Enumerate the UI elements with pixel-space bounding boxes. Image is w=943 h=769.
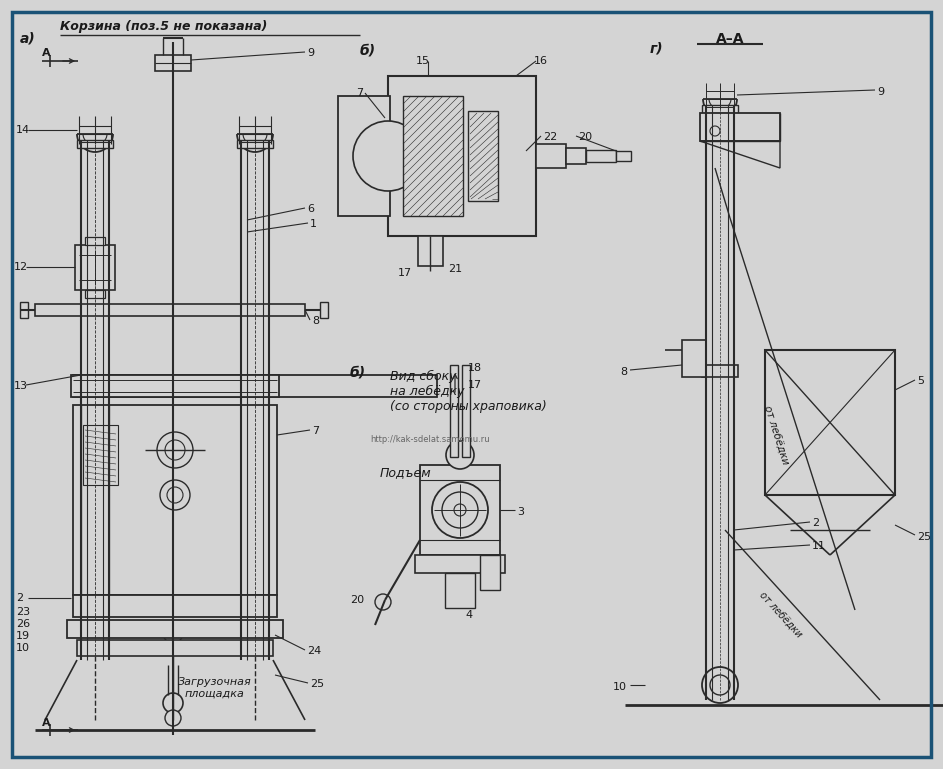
Text: Загрузочная
площадка: Загрузочная площадка bbox=[178, 677, 252, 698]
Text: 26: 26 bbox=[16, 619, 30, 629]
Text: http://kak-sdelat.samomu.ru: http://kak-sdelat.samomu.ru bbox=[370, 435, 489, 444]
Text: 2: 2 bbox=[16, 593, 24, 603]
Text: 24: 24 bbox=[307, 646, 322, 656]
Text: 7: 7 bbox=[312, 426, 319, 436]
Text: 20: 20 bbox=[578, 132, 592, 142]
Bar bbox=[702, 105, 738, 113]
Text: 6: 6 bbox=[307, 204, 314, 214]
Text: 7: 7 bbox=[356, 88, 363, 98]
Bar bbox=[480, 555, 500, 590]
Bar bbox=[73, 405, 277, 595]
Bar bbox=[765, 350, 895, 495]
Bar bbox=[536, 144, 566, 168]
Bar bbox=[20, 302, 28, 318]
Bar bbox=[388, 76, 536, 236]
Bar bbox=[338, 96, 390, 216]
Text: 21: 21 bbox=[448, 264, 462, 274]
Text: 10: 10 bbox=[16, 643, 30, 653]
Text: 17: 17 bbox=[468, 380, 482, 390]
Bar bbox=[462, 365, 470, 457]
Text: 23: 23 bbox=[16, 607, 30, 617]
Circle shape bbox=[163, 693, 183, 713]
Bar bbox=[155, 55, 191, 71]
Text: A: A bbox=[42, 48, 51, 58]
Circle shape bbox=[454, 504, 466, 516]
Text: 14: 14 bbox=[16, 125, 30, 135]
Circle shape bbox=[446, 441, 474, 469]
Text: 9: 9 bbox=[307, 48, 314, 58]
Circle shape bbox=[375, 594, 391, 610]
Bar bbox=[73, 595, 277, 617]
Text: Подъем: Подъем bbox=[380, 466, 432, 479]
Bar bbox=[77, 140, 113, 148]
Circle shape bbox=[157, 432, 193, 468]
Bar bbox=[83, 425, 118, 485]
Text: 19: 19 bbox=[16, 631, 30, 641]
Text: 5: 5 bbox=[917, 376, 924, 386]
Text: а): а) bbox=[20, 32, 36, 46]
Bar bbox=[75, 245, 115, 290]
Bar bbox=[420, 465, 500, 555]
Bar bbox=[403, 96, 463, 216]
Bar bbox=[67, 620, 283, 638]
Text: 17: 17 bbox=[398, 268, 412, 278]
Text: 8: 8 bbox=[620, 367, 627, 377]
Text: 13: 13 bbox=[14, 381, 28, 391]
Text: 11: 11 bbox=[812, 541, 826, 551]
Text: г): г) bbox=[650, 42, 664, 56]
Text: 22: 22 bbox=[543, 132, 557, 142]
Bar bbox=[77, 640, 273, 656]
Circle shape bbox=[702, 667, 738, 703]
Bar bbox=[566, 148, 586, 164]
Text: Вид сбоку
на лебёдку
(со стороны храповика): Вид сбоку на лебёдку (со стороны храпови… bbox=[390, 370, 547, 413]
Text: 20: 20 bbox=[350, 595, 364, 605]
Circle shape bbox=[165, 440, 185, 460]
Bar bbox=[35, 304, 305, 316]
Circle shape bbox=[167, 487, 183, 503]
Circle shape bbox=[163, 623, 183, 643]
Circle shape bbox=[710, 675, 730, 695]
Circle shape bbox=[160, 480, 190, 510]
Circle shape bbox=[165, 710, 181, 726]
Bar bbox=[700, 113, 780, 141]
Text: от лебёдки: от лебёдки bbox=[757, 590, 804, 640]
Text: 16: 16 bbox=[534, 56, 548, 66]
Circle shape bbox=[353, 121, 423, 191]
Text: от лебёдки: от лебёдки bbox=[763, 404, 790, 466]
Text: б): б) bbox=[360, 43, 376, 57]
Bar bbox=[586, 150, 616, 162]
Text: 10: 10 bbox=[613, 682, 627, 692]
Text: 12: 12 bbox=[14, 262, 28, 272]
Text: 25: 25 bbox=[917, 532, 931, 542]
Bar bbox=[71, 375, 279, 397]
Text: 15: 15 bbox=[416, 56, 430, 66]
Text: 3: 3 bbox=[517, 507, 524, 517]
Text: A: A bbox=[42, 718, 51, 728]
Text: 2: 2 bbox=[812, 518, 819, 528]
Text: 8: 8 bbox=[312, 316, 319, 326]
Circle shape bbox=[442, 492, 478, 528]
Circle shape bbox=[432, 482, 488, 538]
Bar bbox=[85, 290, 105, 298]
Bar bbox=[468, 111, 498, 201]
Text: 18: 18 bbox=[468, 363, 482, 373]
Bar bbox=[415, 555, 505, 573]
Bar bbox=[616, 151, 631, 161]
Bar bbox=[450, 365, 458, 457]
Text: A–A: A–A bbox=[716, 32, 744, 46]
Bar bbox=[73, 375, 437, 397]
Bar bbox=[702, 365, 738, 377]
Bar bbox=[682, 340, 706, 377]
Text: 9: 9 bbox=[877, 87, 885, 97]
Bar bbox=[445, 573, 475, 608]
Bar bbox=[418, 236, 443, 266]
Text: 1: 1 bbox=[310, 219, 317, 229]
Bar bbox=[85, 237, 105, 245]
Text: 25: 25 bbox=[310, 679, 324, 689]
Bar bbox=[320, 302, 328, 318]
Bar bbox=[237, 140, 273, 148]
Text: б): б) bbox=[350, 365, 366, 379]
Text: Корзина (поз.5 не показана): Корзина (поз.5 не показана) bbox=[60, 20, 268, 33]
Text: 4: 4 bbox=[465, 610, 472, 620]
